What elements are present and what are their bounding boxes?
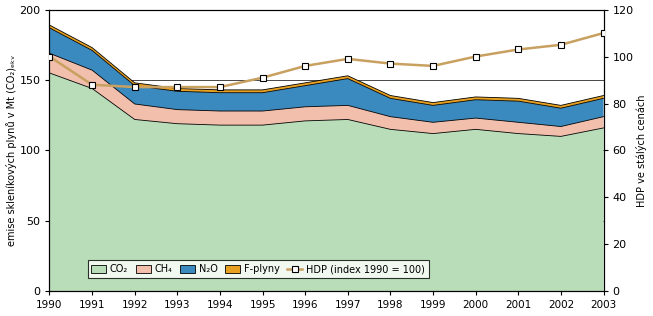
- Legend: CO₂, CH₄, N₂O, F-plyny, HDP (index 1990 = 100): CO₂, CH₄, N₂O, F-plyny, HDP (index 1990 …: [88, 260, 429, 278]
- Y-axis label: HDP ve stálých cenách: HDP ve stálých cenách: [637, 94, 647, 207]
- Y-axis label: emise skleníkových plynů v Mt (CO₂)ₑₖᵥ: emise skleníkových plynů v Mt (CO₂)ₑₖᵥ: [6, 55, 16, 246]
